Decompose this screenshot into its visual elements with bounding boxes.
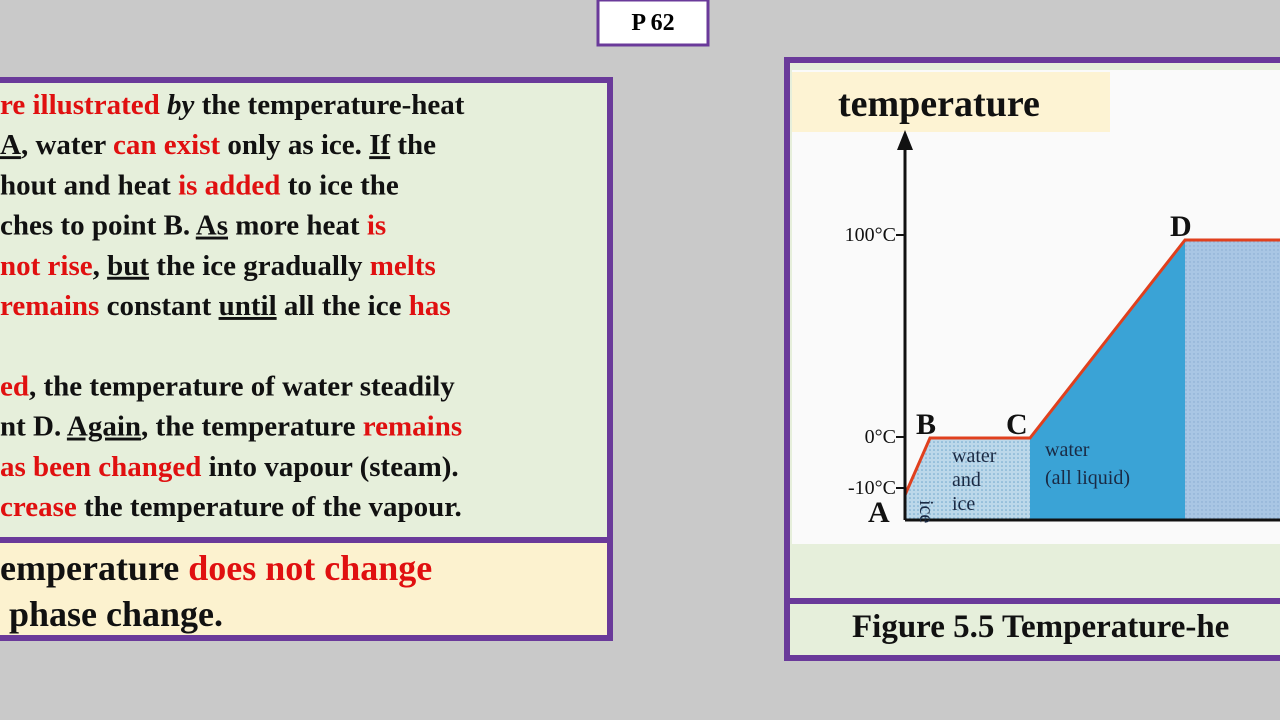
text-segment: , (93, 250, 108, 282)
summary-box (0, 537, 613, 641)
text-segment: all the ice (277, 290, 409, 322)
text-segment: constant (99, 290, 218, 322)
text-line: A, water can exist only as ice. If the (0, 129, 436, 161)
text-line: ed, the temperature of water steadily (0, 370, 455, 402)
region-label: ice (915, 500, 937, 523)
text-line: emperature does not change (0, 548, 432, 588)
text-line: as been changed into vapour (steam). (0, 451, 459, 483)
point-label: A (868, 496, 890, 529)
text-line: hout and heat is added to ice the (0, 169, 399, 201)
text-segment: remains (0, 290, 99, 322)
text-segment: is (367, 210, 386, 242)
text-segment: is added (178, 169, 280, 201)
text-segment: remains (363, 411, 462, 443)
region-boiling (1185, 240, 1280, 520)
text-segment: ches to point B. (0, 210, 196, 242)
text-segment: Again (67, 411, 141, 443)
text-segment: , water (21, 129, 113, 161)
point-label: C (1006, 408, 1028, 441)
text-segment: , the temperature (141, 411, 363, 443)
text-segment: As (196, 210, 228, 242)
text-line: crease the temperature of the vapour. (0, 491, 462, 523)
text-segment: the temperature of the vapour. (77, 491, 462, 523)
text-segment: crease (0, 491, 77, 523)
text-segment: but (107, 250, 149, 282)
region-melting (905, 438, 1030, 520)
text-segment: re illustrated (0, 89, 160, 121)
text-segment: by (167, 89, 195, 121)
text-segment: more heat (228, 210, 367, 242)
page-label-box (596, 0, 710, 47)
region-label: water (1045, 439, 1090, 461)
text-line: re illustrated by the temperature-heat (0, 89, 465, 121)
text-line: ches to point B. As more heat is (0, 210, 386, 242)
y-axis-label: temperature (838, 83, 1040, 125)
text-segment: into vapour (steam). (201, 451, 458, 483)
text-segment: does not change (188, 548, 432, 588)
text-segment: melts (370, 250, 436, 282)
text-segment: only as ice. (220, 129, 369, 161)
text-segment: not rise (0, 250, 93, 282)
text-segment: ed (0, 370, 29, 402)
text-box (0, 77, 613, 543)
text-segment: A (0, 129, 21, 161)
text-segment: to ice the (280, 169, 398, 201)
text-segment: If (369, 129, 390, 161)
text-segment: has (409, 290, 451, 322)
text-segment (160, 89, 167, 121)
region-water (1030, 240, 1185, 520)
text-segment: the ice gradually (149, 250, 370, 282)
text-segment: can exist (113, 129, 220, 161)
figure-caption: Figure 5.5 Temperature-he (852, 609, 1229, 645)
arrow (897, 130, 913, 150)
region-label: (all liquid) (1045, 467, 1130, 489)
y-tick-label: -10°C (848, 477, 896, 499)
point-label: D (1170, 210, 1192, 243)
text-segment: , the temperature of water steadily (29, 370, 455, 402)
text-line: remains constant until all the ice has (0, 290, 451, 322)
text-segment: until (219, 290, 277, 322)
region-label: ice (952, 493, 975, 515)
text-segment: phase change. (0, 594, 223, 634)
text-segment: the temperature-heat (194, 89, 464, 121)
text-segment: emperature (0, 548, 188, 588)
text-segment: nt D. (0, 411, 67, 443)
region-label: water (952, 445, 997, 467)
text-segment: as been changed (0, 451, 201, 483)
text-segment: the (390, 129, 436, 161)
curve (903, 238, 1280, 496)
point-label: B (916, 408, 936, 441)
y-tick-label: 0°C (865, 426, 896, 448)
label-bg (792, 72, 1110, 132)
region-label: and (952, 469, 981, 491)
y-tick-label: 100°C (845, 224, 896, 246)
text-line: nt D. Again, the temperature remains (0, 411, 462, 443)
text-segment: hout and heat (0, 169, 178, 201)
text-line: phase change. (0, 594, 223, 634)
text-line: not rise, but the ice gradually melts (0, 250, 436, 282)
page-label: P 62 (631, 10, 674, 36)
